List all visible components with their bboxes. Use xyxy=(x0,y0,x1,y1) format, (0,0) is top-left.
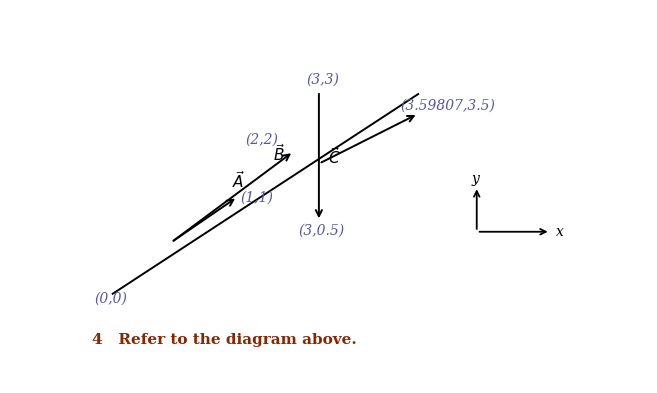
Text: (3,3): (3,3) xyxy=(306,72,339,86)
Text: (2,2): (2,2) xyxy=(245,133,278,147)
Text: 4   Refer to the diagram above.: 4 Refer to the diagram above. xyxy=(92,333,357,347)
Text: (1,1): (1,1) xyxy=(240,191,273,204)
Text: $\vec{C}$: $\vec{C}$ xyxy=(328,146,340,167)
Text: $\vec{B}$: $\vec{B}$ xyxy=(273,143,285,163)
Text: (3,0.5): (3,0.5) xyxy=(298,224,345,238)
Text: (0,0): (0,0) xyxy=(95,292,127,306)
Text: $\vec{A}$: $\vec{A}$ xyxy=(233,170,246,191)
Text: x: x xyxy=(556,225,564,239)
Text: y: y xyxy=(472,173,480,186)
Text: (3.59807,3.5): (3.59807,3.5) xyxy=(400,98,495,112)
